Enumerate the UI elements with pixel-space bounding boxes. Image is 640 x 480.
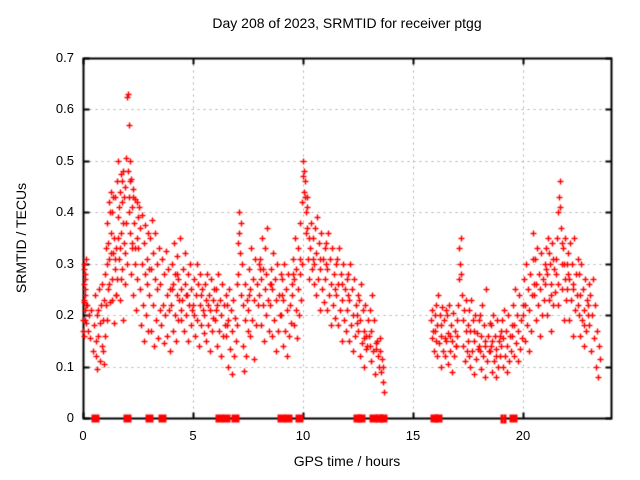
- y-tick-label-0: 0: [66, 410, 74, 425]
- y-axis-label: SRMTID / TECUs: [13, 182, 29, 294]
- y-tick-label-0.6: 0.6: [55, 101, 74, 116]
- y-tick-label-0.3: 0.3: [55, 256, 74, 271]
- y-tick-label-0.2: 0.2: [55, 307, 74, 322]
- y-tick-label-0.1: 0.1: [55, 359, 74, 374]
- x-tick-label-20: 20: [515, 428, 531, 443]
- x-tick-label-10: 10: [295, 428, 311, 443]
- x-axis-label: GPS time / hours: [293, 453, 401, 469]
- x-tick-label-5: 5: [189, 428, 197, 443]
- y-tick-label-0.5: 0.5: [55, 153, 74, 168]
- x-tick-label-0: 0: [79, 428, 87, 443]
- y-tick-label-0.7: 0.7: [55, 50, 74, 65]
- chart-title: Day 208 of 2023, SRMTID for receiver ptg…: [212, 15, 482, 31]
- x-tick-label-15: 15: [405, 428, 421, 443]
- y-tick-label-0.4: 0.4: [55, 204, 74, 219]
